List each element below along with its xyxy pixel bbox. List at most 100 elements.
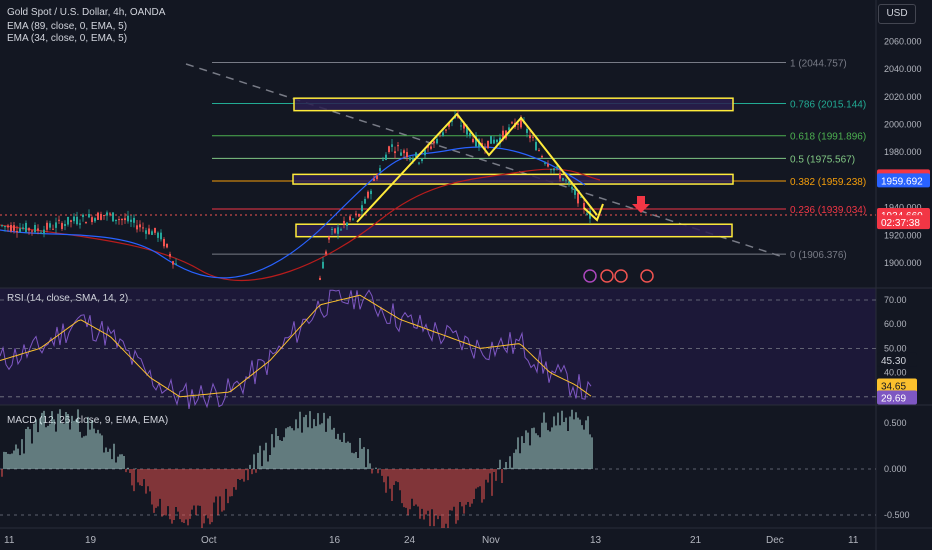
candle-body xyxy=(28,228,30,231)
candle-body xyxy=(463,123,465,129)
candle-body xyxy=(19,228,21,232)
candle-body xyxy=(403,150,405,154)
candle-body xyxy=(88,214,90,218)
candle-body xyxy=(76,216,78,225)
candle-body xyxy=(352,218,354,220)
candle-body xyxy=(85,221,87,224)
economic-event-icon[interactable] xyxy=(640,269,654,283)
candle-body xyxy=(34,224,36,233)
time-axis-label: 11 xyxy=(4,535,15,546)
candle-body xyxy=(451,120,453,122)
candle-body xyxy=(436,138,438,144)
candle-body xyxy=(328,236,330,240)
rsi-ma-line[interactable] xyxy=(0,294,592,398)
fib-level-label: 1 (2044.757) xyxy=(790,59,847,70)
candle-body xyxy=(7,225,9,228)
currency-button[interactable]: USD xyxy=(878,4,916,24)
candle-body xyxy=(322,261,324,269)
macd-tick-label: -0.500 xyxy=(884,510,910,520)
candle-body xyxy=(1,225,3,227)
time-axis-label: 21 xyxy=(690,535,702,546)
candle-body xyxy=(103,214,105,216)
time-axis-label: 24 xyxy=(404,535,416,546)
candle-body xyxy=(577,192,579,204)
price-badge-text: 1959.692 xyxy=(881,176,923,187)
candle-body xyxy=(418,162,420,164)
rsi-tick-label: 40.00 xyxy=(884,368,907,378)
ema-89-line[interactable] xyxy=(0,168,601,281)
candle-body xyxy=(580,196,582,198)
rsi-label[interactable]: RSI (14, close, SMA, 14, 2) xyxy=(7,293,128,304)
candle-body xyxy=(391,144,393,147)
candle-body xyxy=(355,213,357,215)
candle-body xyxy=(175,263,177,265)
price-tick-label: 2000.000 xyxy=(884,120,922,130)
support-resistance-zone[interactable] xyxy=(292,173,734,185)
candle-body xyxy=(109,213,111,215)
candle-body xyxy=(79,223,81,225)
support-resistance-zone[interactable] xyxy=(293,97,734,112)
price-tick-label: 1900.000 xyxy=(884,258,922,268)
candle-body xyxy=(409,157,411,160)
economic-event-icon[interactable] xyxy=(600,269,614,283)
price-badge xyxy=(877,215,930,230)
candle-body xyxy=(118,219,120,221)
economic-event-icon[interactable] xyxy=(614,269,628,283)
candle-body xyxy=(379,168,381,172)
candle-body xyxy=(517,123,519,125)
candle-body xyxy=(400,152,402,156)
support-resistance-zone[interactable] xyxy=(295,223,733,238)
pattern-arrow-head xyxy=(583,203,604,222)
candle-body xyxy=(529,135,531,139)
candle-body xyxy=(394,151,396,154)
candle-body xyxy=(421,158,423,162)
candle-body xyxy=(550,169,552,171)
candle-body xyxy=(133,217,135,223)
candle-body xyxy=(364,198,366,204)
candle-body xyxy=(532,136,534,138)
rsi-badge xyxy=(877,352,917,367)
candle-body xyxy=(37,228,39,231)
double-top-pattern[interactable] xyxy=(356,112,598,223)
candle-body xyxy=(100,213,102,220)
ema-34-legend[interactable]: EMA (34, close, 0, EMA, 5) xyxy=(7,33,128,44)
candle-body xyxy=(469,132,471,136)
candle-body xyxy=(157,232,159,238)
symbol-title: Gold Spot / U.S. Dollar, 4h, OANDA xyxy=(7,7,166,18)
price-tick-label: 1980.000 xyxy=(884,147,922,157)
candle-body xyxy=(553,168,555,171)
rsi-badge-text: 34.65 xyxy=(881,382,906,393)
candle-body xyxy=(40,232,42,234)
candle-body xyxy=(568,181,570,184)
fib-level-label: 0.5 (1975.567) xyxy=(790,154,855,165)
economic-event-icon[interactable] xyxy=(583,269,597,283)
candle-body xyxy=(382,159,384,161)
candle-body xyxy=(169,253,171,257)
candle-body xyxy=(130,219,132,222)
fib-level-label: 0.618 (1991.896) xyxy=(790,132,866,143)
candle-body xyxy=(547,164,549,167)
candle-body xyxy=(388,146,390,153)
candle-body xyxy=(61,223,63,229)
time-axis-label: 19 xyxy=(85,535,97,546)
candle-body xyxy=(571,186,573,189)
candle-body xyxy=(64,224,66,226)
candle-body xyxy=(538,150,540,152)
candle-body xyxy=(520,116,522,128)
price-tick-label: 1920.000 xyxy=(884,230,922,240)
candle-body xyxy=(91,217,93,223)
fib-level-label: 0.382 (1959.238) xyxy=(790,177,866,188)
candle-body xyxy=(16,230,18,233)
candle-body xyxy=(574,189,576,195)
candle-body xyxy=(415,152,417,157)
candle-body xyxy=(412,158,414,161)
ema-34-line[interactable] xyxy=(0,146,586,279)
candle-body xyxy=(499,137,501,144)
candle-body xyxy=(346,222,348,227)
candle-body xyxy=(121,218,123,221)
candle-body xyxy=(496,139,498,143)
ema-89-legend[interactable]: EMA (89, close, 0, EMA, 5) xyxy=(7,21,128,32)
candle-body xyxy=(385,154,387,161)
price-tick-label: 1940.000 xyxy=(884,203,922,213)
